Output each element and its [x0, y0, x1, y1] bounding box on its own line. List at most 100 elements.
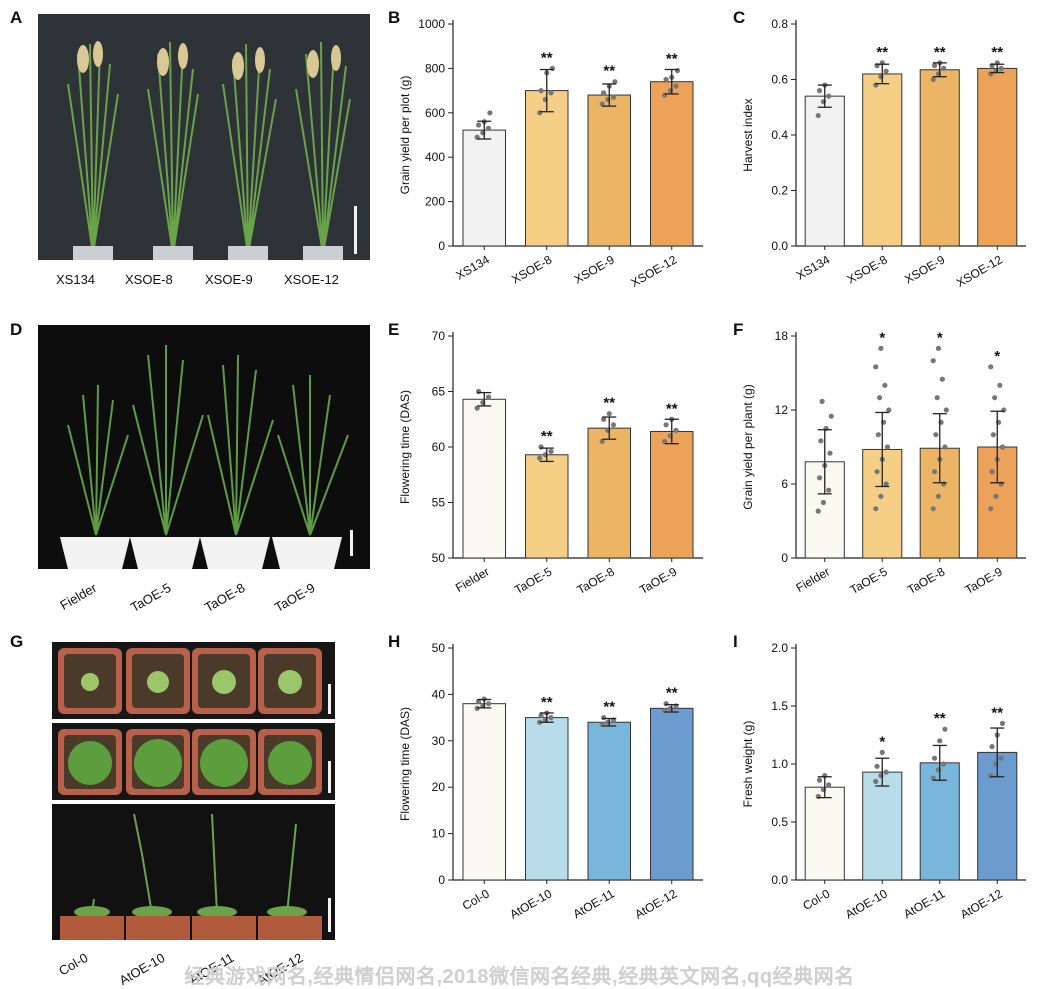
- data-point: [935, 345, 942, 351]
- data-point: [538, 712, 544, 718]
- data-point: [931, 63, 938, 69]
- rice-plants-photo: [38, 14, 370, 260]
- y-tick-label: 2.0: [771, 641, 788, 655]
- x-tick-label: AtOE-12: [958, 886, 1005, 921]
- data-point: [999, 720, 1006, 726]
- chart-h-flowering-time-arabidopsis: 0 10 20 30 40 50 Flowering time (DAS) Col-0 ** At…: [398, 641, 703, 922]
- data-point: [548, 90, 554, 96]
- photo-a-label-1: XSOE-8: [125, 272, 173, 287]
- data-point: [939, 376, 945, 382]
- y-tick-label: 0.0: [771, 873, 788, 887]
- data-point: [930, 76, 936, 83]
- data-point: [820, 499, 827, 506]
- data-point: [538, 88, 544, 94]
- y-tick-label: 40: [432, 687, 446, 701]
- panel-letter-f: F: [733, 320, 744, 339]
- data-point: [988, 506, 994, 512]
- data-point: [537, 719, 543, 725]
- data-point: [875, 432, 881, 438]
- wheat-plants-photo: [38, 325, 370, 569]
- scale-bar: [354, 206, 357, 254]
- x-tick-label: TaOE-5: [512, 564, 555, 597]
- x-tick-label: TaOE-9: [637, 564, 680, 597]
- x-tick-label: Col-0: [460, 886, 492, 913]
- data-point: [873, 506, 879, 512]
- data-point: [610, 422, 617, 428]
- y-tick-label: 18: [775, 329, 789, 343]
- chart-c-harvest-index: 0.0 0.2 0.4 0.6 0.8 Harvest index XS134 ** XSOE-…: [741, 17, 1026, 290]
- photo-a-label-2: XSOE-9: [205, 272, 253, 287]
- wheat-plants-illustration: [60, 345, 349, 569]
- data-point: [826, 782, 832, 788]
- significance-marker: *: [879, 329, 885, 346]
- y-tick-label: 6: [781, 477, 788, 491]
- x-tick-label: TaOE-8: [575, 564, 618, 597]
- data-point: [874, 469, 880, 475]
- data-point: [941, 65, 947, 71]
- significance-marker: **: [876, 44, 888, 61]
- data-point: [930, 358, 936, 364]
- x-tick-label: XSOE-12: [954, 252, 1005, 290]
- significance-marker: **: [991, 44, 1003, 61]
- x-tick-label: Fielder: [793, 564, 832, 594]
- bar: [462, 703, 506, 881]
- data-point: [600, 416, 607, 422]
- x-tick-label: XSOE-8: [509, 252, 554, 286]
- x-tick-label: XSOE-12: [628, 252, 679, 290]
- y-tick-label: 0: [781, 551, 788, 565]
- y-tick-label: 1000: [418, 17, 445, 31]
- scale-bar: [328, 684, 331, 714]
- y-tick-label: 400: [425, 150, 445, 164]
- significance-marker: **: [666, 400, 678, 417]
- data-point: [826, 93, 832, 99]
- data-point: [474, 405, 480, 411]
- bar: [650, 707, 694, 881]
- data-point: [990, 432, 996, 438]
- y-tick-label: 0: [438, 239, 445, 253]
- data-point: [610, 94, 617, 100]
- x-tick-label: XSOE-9: [572, 252, 617, 286]
- x-tick-label: AtOE-10: [507, 886, 554, 921]
- bar: [919, 69, 960, 247]
- panel-letter-b: B: [388, 8, 401, 27]
- arabidopsis-top-photo: [52, 642, 335, 719]
- data-point: [988, 364, 994, 370]
- data-point: [548, 448, 554, 455]
- arabidopsis-bottom-photo: [52, 804, 335, 940]
- data-point: [989, 744, 995, 750]
- data-point: [828, 413, 834, 419]
- photo-d-label-3: TaOE-9: [271, 580, 318, 616]
- arabidopsis-bolting-illustration: [60, 813, 322, 940]
- data-point: [485, 125, 492, 131]
- data-point: [662, 92, 668, 98]
- y-tick-label: 800: [425, 61, 445, 75]
- data-point: [599, 101, 605, 107]
- data-point: [993, 493, 999, 499]
- significance-marker: **: [934, 710, 946, 727]
- data-point: [816, 88, 823, 94]
- data-point: [487, 110, 493, 116]
- x-tick-label: AtOE-11: [901, 886, 947, 921]
- data-point: [818, 438, 824, 444]
- x-tick-label: XSOE-9: [902, 252, 947, 286]
- data-point: [815, 508, 821, 514]
- arabidopsis-rosettes-illustration: [58, 729, 322, 795]
- y-tick-label: 55: [432, 496, 446, 510]
- bar: [587, 427, 631, 559]
- data-point: [883, 481, 889, 487]
- bar: [977, 67, 1018, 247]
- data-point: [606, 411, 612, 417]
- photo-a-label-3: XSOE-12: [284, 272, 339, 287]
- panel-letter-i: I: [733, 632, 738, 651]
- data-point: [663, 422, 669, 428]
- bar: [804, 786, 845, 881]
- data-point: [937, 738, 943, 744]
- y-tick-label: 1.0: [771, 757, 788, 771]
- data-point: [475, 122, 482, 128]
- data-point: [931, 469, 938, 475]
- data-point: [883, 769, 889, 775]
- x-tick-label: AtOE-10: [843, 886, 890, 921]
- y-tick-label: 10: [432, 827, 446, 841]
- y-tick-label: 0.0: [771, 239, 788, 253]
- data-point: [989, 469, 995, 475]
